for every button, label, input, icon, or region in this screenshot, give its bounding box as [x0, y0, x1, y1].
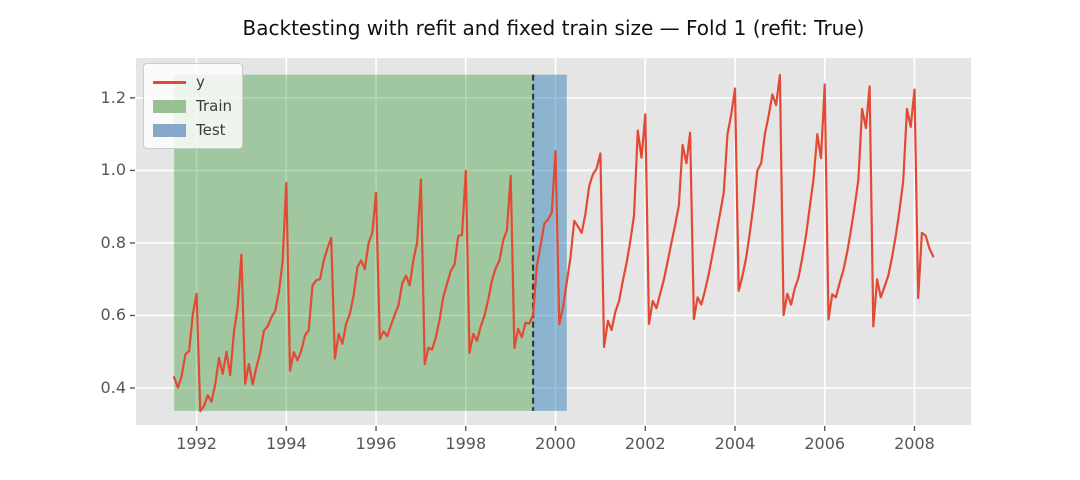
legend-label-y: y [196, 72, 205, 91]
region-test [533, 74, 567, 411]
chart-title: Backtesting with refit and fixed train s… [242, 16, 865, 40]
legend: y Train Test [143, 63, 243, 149]
x-tick-label: 1996 [355, 434, 397, 453]
legend-item-test: Test [153, 118, 234, 142]
x-tick-label: 2008 [894, 434, 935, 453]
test-patch-swatch-icon [153, 123, 186, 137]
train-patch-swatch-icon [153, 99, 186, 113]
x-tick-label: 2002 [624, 434, 666, 453]
y-tick-label: 0.8 [100, 232, 126, 252]
legend-item-y: y [153, 70, 234, 94]
legend-label-train: Train [196, 96, 232, 115]
legend-item-train: Train [153, 94, 234, 118]
series-line-swatch-icon [153, 80, 186, 84]
series-y-line [173, 73, 935, 413]
legend-label-test: Test [196, 120, 226, 139]
y-tick-label: 0.4 [100, 378, 126, 397]
x-tick-label: 1998 [445, 434, 487, 453]
x-tick-label: 2000 [535, 434, 576, 453]
x-tick-label: 2004 [714, 434, 756, 453]
x-tick-label: 1992 [176, 434, 217, 453]
x-tick-label: 2006 [804, 434, 846, 453]
y-tick-label: 1.0 [100, 160, 126, 180]
y-tick-label: 1.2 [100, 87, 126, 107]
y-tick-label: 0.6 [100, 305, 126, 325]
plot-area [136, 58, 971, 425]
x-tick-label: 1994 [265, 434, 307, 453]
